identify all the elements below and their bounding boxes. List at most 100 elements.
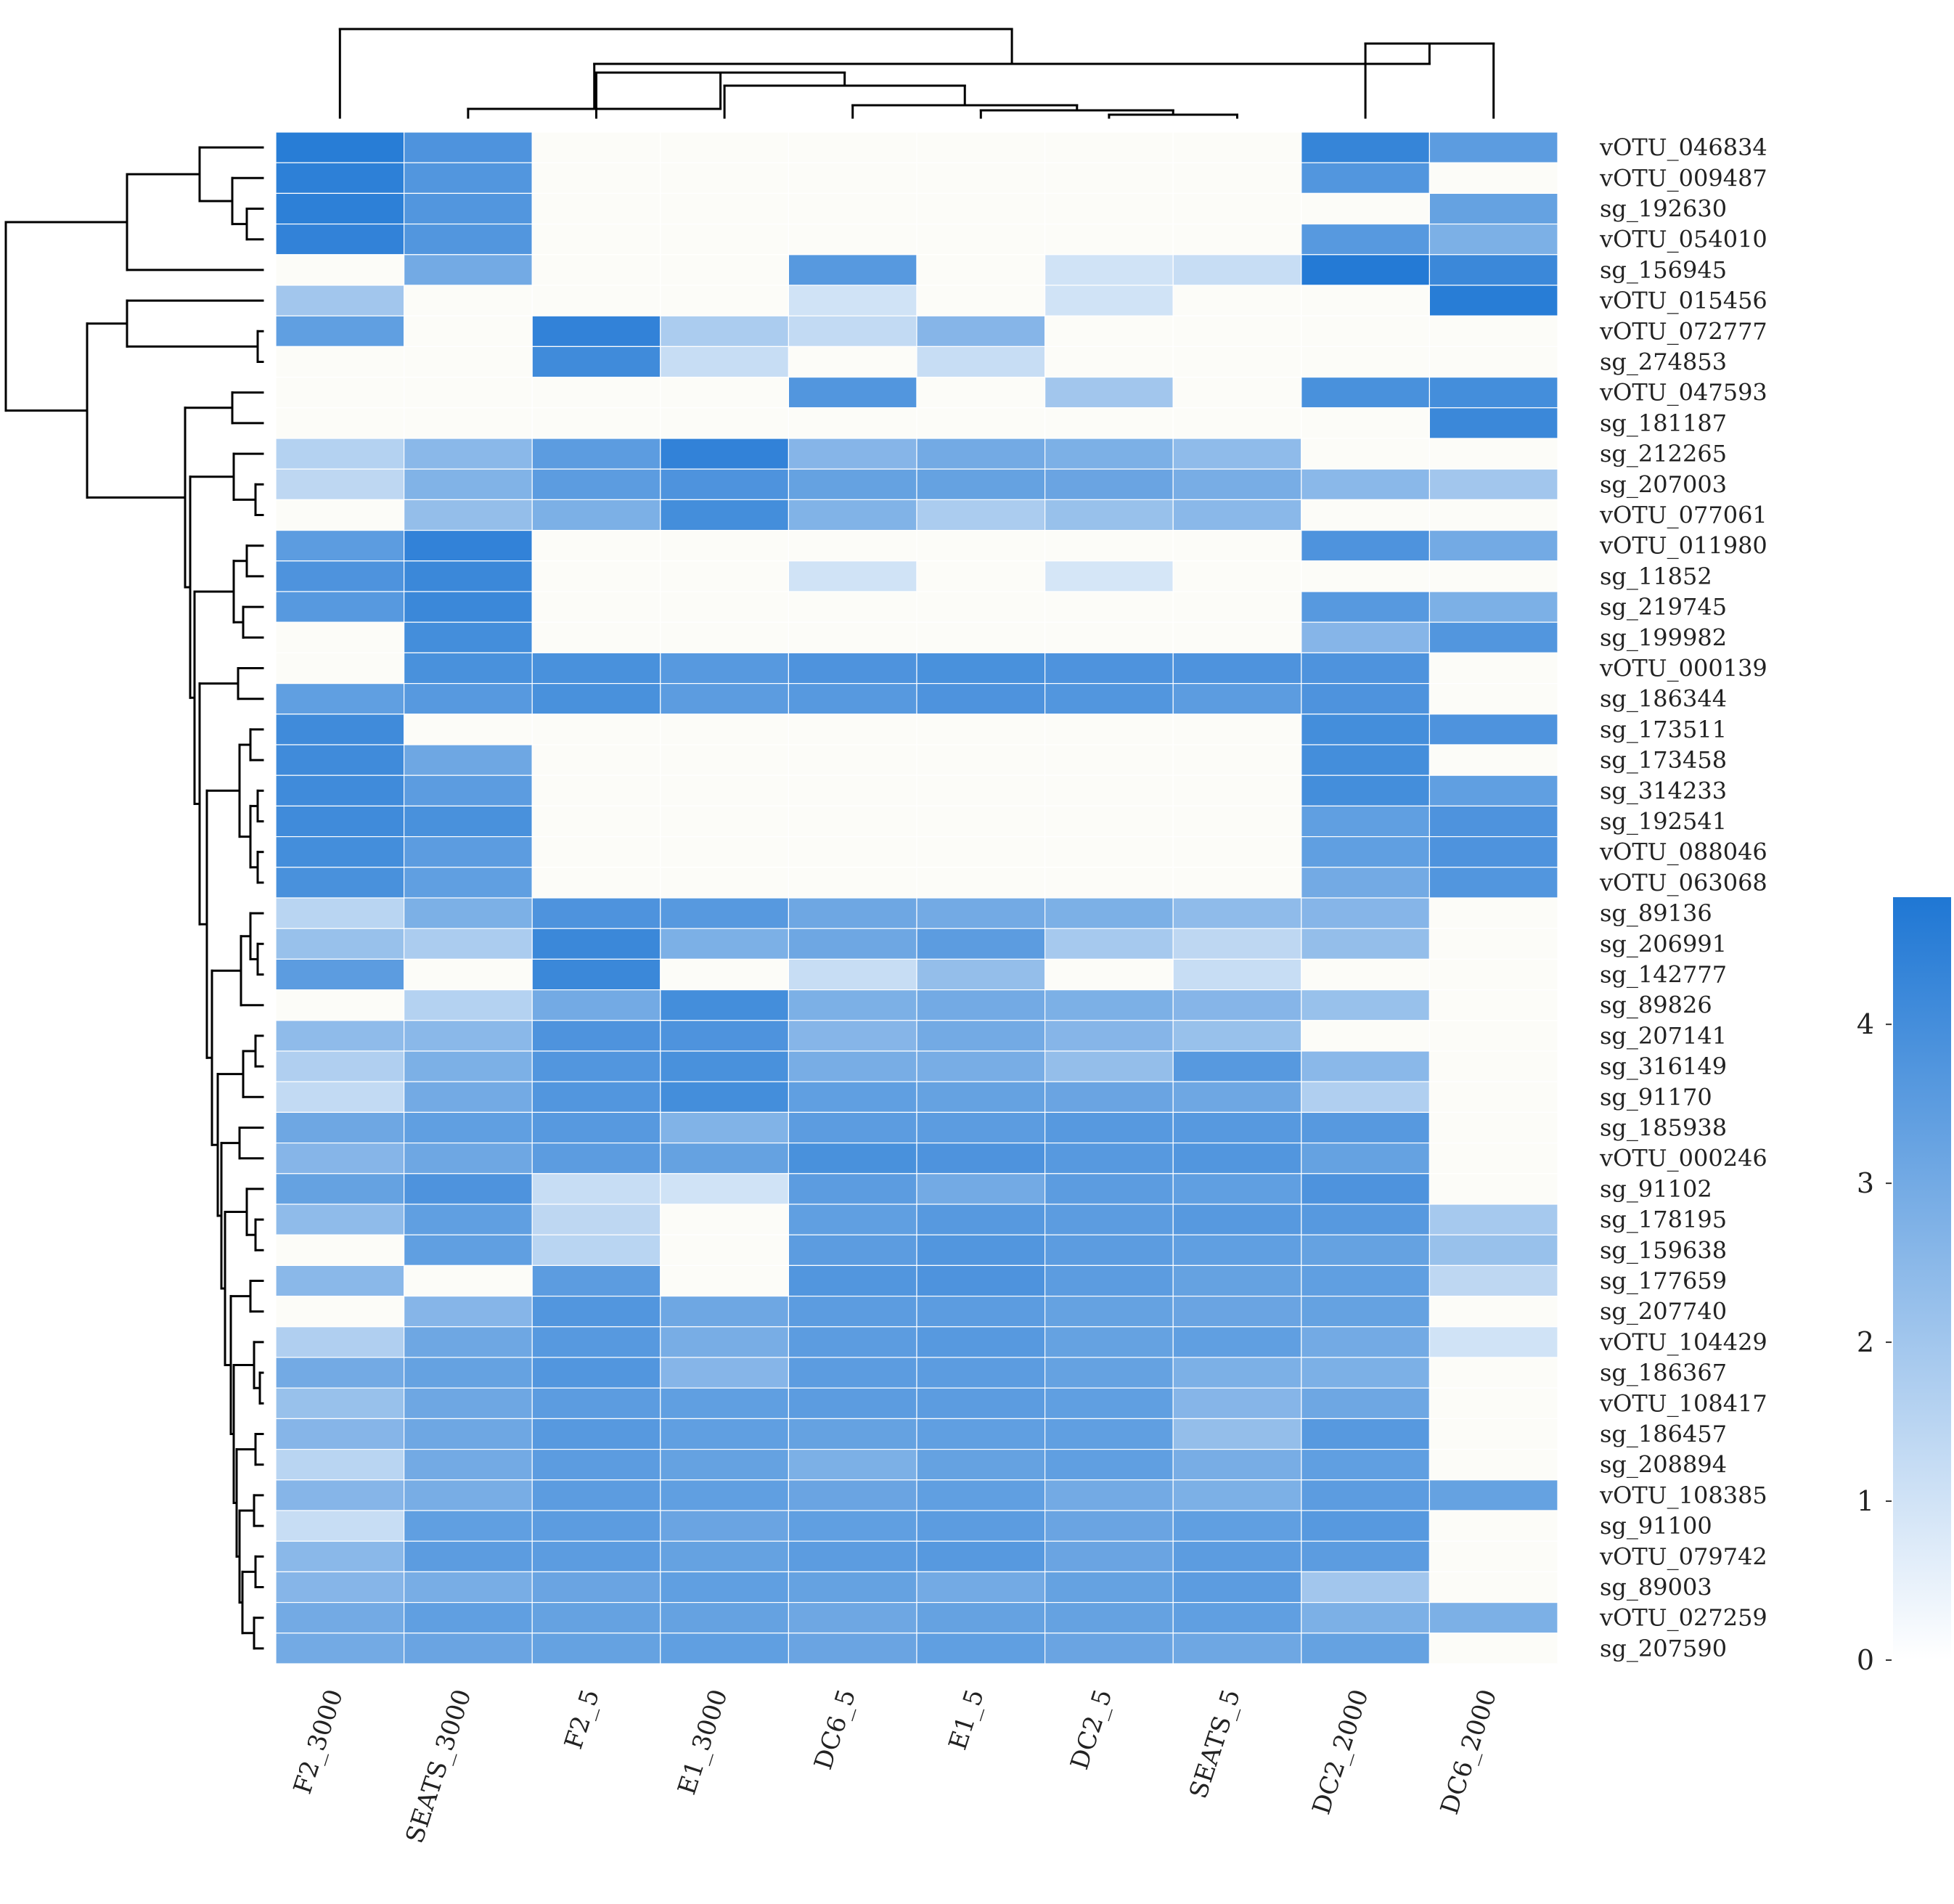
row-label: sg_185938	[1600, 1114, 1727, 1142]
heatmap-cell	[403, 714, 533, 745]
heatmap-cell	[403, 499, 533, 531]
heatmap-cell	[531, 560, 661, 592]
heatmap-cell	[1044, 468, 1174, 501]
heatmap-cell	[275, 714, 405, 745]
row-label: sg_177659	[1600, 1267, 1727, 1295]
heatmap-cell	[1172, 131, 1302, 163]
row-label: vOTU_027259	[1599, 1604, 1767, 1632]
heatmap-cell	[916, 714, 1046, 745]
heatmap-cell	[1172, 376, 1302, 409]
row-label: vOTU_088046	[1599, 838, 1767, 866]
heatmap-cell	[1044, 1204, 1174, 1235]
heatmap-cell	[403, 652, 533, 685]
heatmap-cell	[403, 192, 533, 225]
row-label: sg_219745	[1600, 593, 1727, 621]
heatmap-cell	[1301, 1540, 1431, 1572]
column-label: E1_5	[944, 1686, 990, 1753]
heatmap-cell	[1428, 1448, 1558, 1481]
heatmap-cell	[1301, 682, 1431, 715]
heatmap-cell	[788, 254, 917, 286]
row-label: vOTU_063068	[1599, 869, 1767, 896]
heatmap-cell	[275, 1234, 405, 1266]
heatmap-cell	[1428, 1111, 1558, 1144]
heatmap-cell	[1428, 224, 1558, 256]
heatmap-cell	[531, 652, 661, 685]
heatmap-cell	[788, 1479, 917, 1511]
heatmap-cell	[1044, 835, 1174, 868]
heatmap-cell	[788, 775, 917, 806]
heatmap-cell	[1172, 285, 1302, 316]
heatmap-cell	[660, 621, 789, 654]
heatmap-cell	[788, 1295, 917, 1328]
heatmap-cell	[403, 1326, 533, 1358]
heatmap-cell	[403, 682, 533, 715]
column-labels: F2_3000 SEATS_3000 F2_5 E1_3000 DC6_5 E1_5 DC2…	[288, 1686, 1503, 1847]
heatmap-cell	[1428, 529, 1558, 562]
heatmap-cell	[1172, 1081, 1302, 1113]
heatmap-cell	[1172, 867, 1302, 899]
heatmap-cell	[275, 1326, 405, 1358]
heatmap-cell	[1172, 438, 1302, 470]
heatmap-cell	[1172, 1295, 1302, 1328]
heatmap-cell	[788, 1264, 917, 1297]
heatmap-cell	[660, 867, 789, 899]
heatmap-cell	[788, 1081, 917, 1113]
heatmap-cell	[1044, 867, 1174, 899]
heatmap-cell	[1172, 1204, 1302, 1235]
heatmap-cell	[788, 1173, 917, 1205]
row-label: sg_212265	[1600, 440, 1727, 467]
heatmap-cell	[1428, 1387, 1558, 1419]
heatmap-cell	[1301, 928, 1431, 960]
heatmap-cell	[531, 805, 661, 838]
heatmap-cell	[1428, 928, 1558, 960]
heatmap-cell	[1044, 1510, 1174, 1542]
heatmap-cell	[916, 1295, 1046, 1328]
heatmap-cell	[1044, 714, 1174, 745]
heatmap-cell	[916, 1418, 1046, 1450]
heatmap-cell	[1428, 897, 1558, 929]
heatmap-cell	[275, 897, 405, 929]
heatmap-cell	[1044, 1633, 1174, 1664]
heatmap-cell	[1428, 131, 1558, 163]
heatmap-cell	[916, 1050, 1046, 1082]
heatmap-cell	[916, 1357, 1046, 1389]
heatmap-cell	[403, 591, 533, 623]
heatmap-cell	[788, 652, 917, 685]
heatmap-cell	[1428, 1173, 1558, 1205]
row-label: sg_91102	[1600, 1175, 1712, 1203]
heatmap-cells	[275, 131, 1558, 1664]
heatmap-cell	[1301, 621, 1431, 654]
heatmap-cell	[916, 224, 1046, 256]
row-label: vOTU_072777	[1599, 317, 1767, 345]
heatmap-cell	[531, 1387, 661, 1419]
heatmap-cell	[1044, 1020, 1174, 1052]
heatmap-cell	[1172, 1020, 1302, 1052]
heatmap-cell	[275, 1173, 405, 1205]
heatmap-cell	[403, 867, 533, 899]
heatmap-cell	[1044, 1602, 1174, 1634]
heatmap-cell	[788, 315, 917, 348]
heatmap-cell	[1044, 376, 1174, 409]
heatmap-cell	[1428, 958, 1558, 991]
heatmap-cell	[660, 1050, 789, 1082]
heatmap-cell	[531, 835, 661, 868]
heatmap-cell	[275, 1633, 405, 1664]
heatmap-cell	[275, 1020, 405, 1052]
heatmap-cell	[1172, 499, 1302, 531]
heatmap-cell	[1428, 1418, 1558, 1450]
heatmap-cell	[403, 1264, 533, 1297]
heatmap-cell	[531, 1050, 661, 1082]
heatmap-cell	[403, 835, 533, 868]
heatmap-cell	[788, 744, 917, 776]
row-label: sg_173458	[1600, 746, 1727, 774]
heatmap-cell	[660, 315, 789, 348]
heatmap-cell	[1172, 1387, 1302, 1419]
heatmap-cell	[1172, 560, 1302, 592]
colorbar-tick-label: 2	[1857, 1326, 1874, 1358]
heatmap-cell	[403, 376, 533, 409]
row-label: sg_206991	[1600, 930, 1727, 957]
heatmap-cell	[916, 560, 1046, 592]
heatmap-cell	[531, 407, 661, 439]
heatmap-cell	[1172, 928, 1302, 960]
heatmap-cell	[403, 744, 533, 776]
